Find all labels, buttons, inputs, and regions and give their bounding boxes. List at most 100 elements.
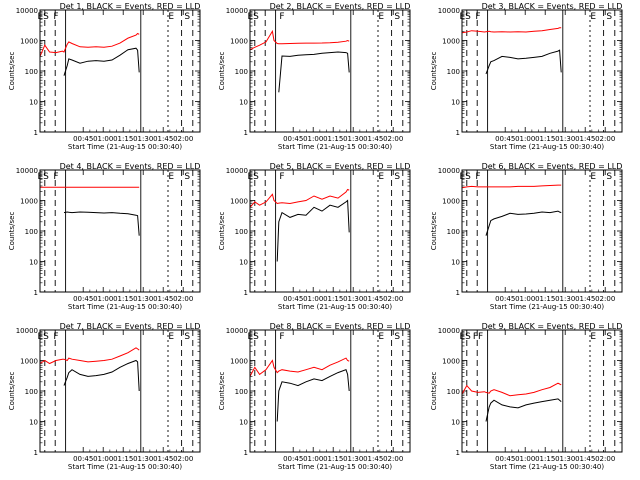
y-tick-label: 10 — [29, 259, 38, 267]
marker-label: FF — [473, 332, 483, 342]
marker-label: E — [590, 332, 596, 342]
x-tick-label: 01:30 — [343, 135, 363, 143]
x-tick-label: 01:00 — [515, 295, 535, 303]
x-tick-label: 01:00 — [93, 295, 113, 303]
marker-label: ES — [247, 332, 259, 342]
y-tick-label: 1000 — [230, 198, 248, 206]
x-tick-label: 01:15 — [113, 135, 133, 143]
chart-title: Det 8, BLACK = Events, RED = LLD — [270, 322, 411, 331]
x-tick-label: 01:15 — [323, 295, 343, 303]
marker-label: ES — [459, 332, 471, 342]
plot-frame — [461, 329, 623, 453]
marker-label: S — [394, 12, 400, 22]
y-axis-label: Counts/sec — [218, 212, 226, 251]
plot-frame — [249, 9, 411, 133]
marker-label: F — [475, 172, 480, 182]
y-tick-label: 10000 — [226, 327, 248, 335]
y-axis-label: Counts/sec — [218, 372, 226, 411]
events-series-line — [276, 199, 350, 262]
y-tick-label: 100 — [235, 68, 248, 76]
x-tick-label: 01:00 — [303, 295, 323, 303]
x-tick-label: 01:15 — [535, 455, 555, 463]
chart-panel: Det 4, BLACK = Events, RED = LLD Counts/s… — [8, 162, 201, 311]
x-tick-label: 01:15 — [323, 135, 343, 143]
plot-frame — [249, 169, 411, 293]
x-axis-label: Start Time (21-Aug-15 00:30:40) — [490, 143, 604, 151]
y-tick-label: 1000 — [20, 198, 38, 206]
y-tick-label: 100 — [235, 388, 248, 396]
x-axis-label: Start Time (21-Aug-15 00:30:40) — [68, 143, 182, 151]
y-tick-label: 10 — [29, 419, 38, 427]
marker-label: E — [378, 12, 384, 22]
lld-series-line — [461, 184, 562, 189]
marker-label: ES — [459, 172, 471, 182]
y-tick-label: 1 — [244, 129, 248, 137]
x-tick-label: 01:45 — [575, 135, 595, 143]
chart-panel: Det 7, BLACK = Events, RED = LLD Counts/s… — [8, 322, 201, 471]
x-tick-label: 00:45 — [495, 135, 515, 143]
marker-label: E — [168, 332, 174, 342]
marker-label: E — [590, 12, 596, 22]
y-tick-label: 100 — [235, 228, 248, 236]
y-tick-label: 10000 — [226, 7, 248, 15]
plot-frame — [461, 169, 623, 293]
marker-label: E — [590, 172, 596, 182]
events-series-line — [63, 47, 140, 76]
x-tick-label: 02:00 — [383, 135, 403, 143]
lld-series-line — [39, 32, 140, 57]
x-tick-label: 02:00 — [173, 295, 193, 303]
x-tick-label: 01:30 — [555, 455, 575, 463]
y-tick-label: 1000 — [20, 358, 38, 366]
marker-label: F — [53, 332, 58, 342]
x-tick-label: 01:45 — [153, 295, 173, 303]
x-tick-label: 02:00 — [173, 455, 193, 463]
marker-label: S — [394, 172, 400, 182]
x-tick-label: 00:45 — [495, 455, 515, 463]
marker-label: ES — [37, 172, 49, 182]
x-tick-label: 01:30 — [133, 455, 153, 463]
marker-label: E — [378, 332, 384, 342]
x-tick-label: 01:30 — [555, 295, 575, 303]
x-tick-label: 01:15 — [323, 455, 343, 463]
chart-title: Det 5, BLACK = Events, RED = LLD — [270, 162, 411, 171]
x-tick-label: 01:30 — [133, 295, 153, 303]
y-axis-label: Counts/sec — [8, 52, 16, 91]
chart-title: Det 9, BLACK = Events, RED = LLD — [482, 322, 623, 331]
x-tick-label: 01:15 — [113, 295, 133, 303]
x-axis-label: Start Time (21-Aug-15 00:30:40) — [278, 143, 392, 151]
events-series-line — [485, 49, 562, 75]
y-tick-label: 10 — [451, 259, 460, 267]
x-tick-label: 00:45 — [283, 455, 303, 463]
x-tick-label: 02:00 — [595, 455, 615, 463]
x-tick-label: 01:15 — [535, 135, 555, 143]
y-tick-label: 1 — [244, 449, 248, 457]
y-axis-label: Counts/sec — [8, 372, 16, 411]
marker-label: S — [184, 172, 190, 182]
marker-label: S — [394, 332, 400, 342]
x-tick-label: 00:45 — [283, 135, 303, 143]
lld-series-line — [39, 347, 140, 365]
y-tick-label: 1 — [34, 129, 38, 137]
y-axis-label: Counts/sec — [430, 372, 438, 411]
x-tick-label: 00:45 — [283, 295, 303, 303]
marker-label: ES — [37, 12, 49, 22]
marker-label: F — [279, 12, 284, 22]
x-tick-label: 02:00 — [383, 295, 403, 303]
x-tick-label: 01:30 — [133, 135, 153, 143]
chart-panel: Det 9, BLACK = Events, RED = LLD Counts/s… — [430, 322, 623, 471]
x-tick-label: 01:30 — [343, 455, 363, 463]
x-tick-label: 01:30 — [555, 135, 575, 143]
lld-series-line — [249, 29, 350, 51]
y-tick-label: 100 — [25, 68, 38, 76]
marker-label: S — [606, 332, 612, 342]
chart-panel: Det 1, BLACK = Events, RED = LLD Counts/s… — [8, 2, 201, 151]
x-tick-label: 01:15 — [113, 455, 133, 463]
y-tick-label: 1 — [244, 289, 248, 297]
events-series-line — [63, 359, 140, 392]
x-tick-label: 00:45 — [495, 295, 515, 303]
marker-label: E — [378, 172, 384, 182]
y-tick-label: 10000 — [438, 167, 460, 175]
x-tick-label: 02:00 — [595, 295, 615, 303]
marker-label: F — [53, 12, 58, 22]
